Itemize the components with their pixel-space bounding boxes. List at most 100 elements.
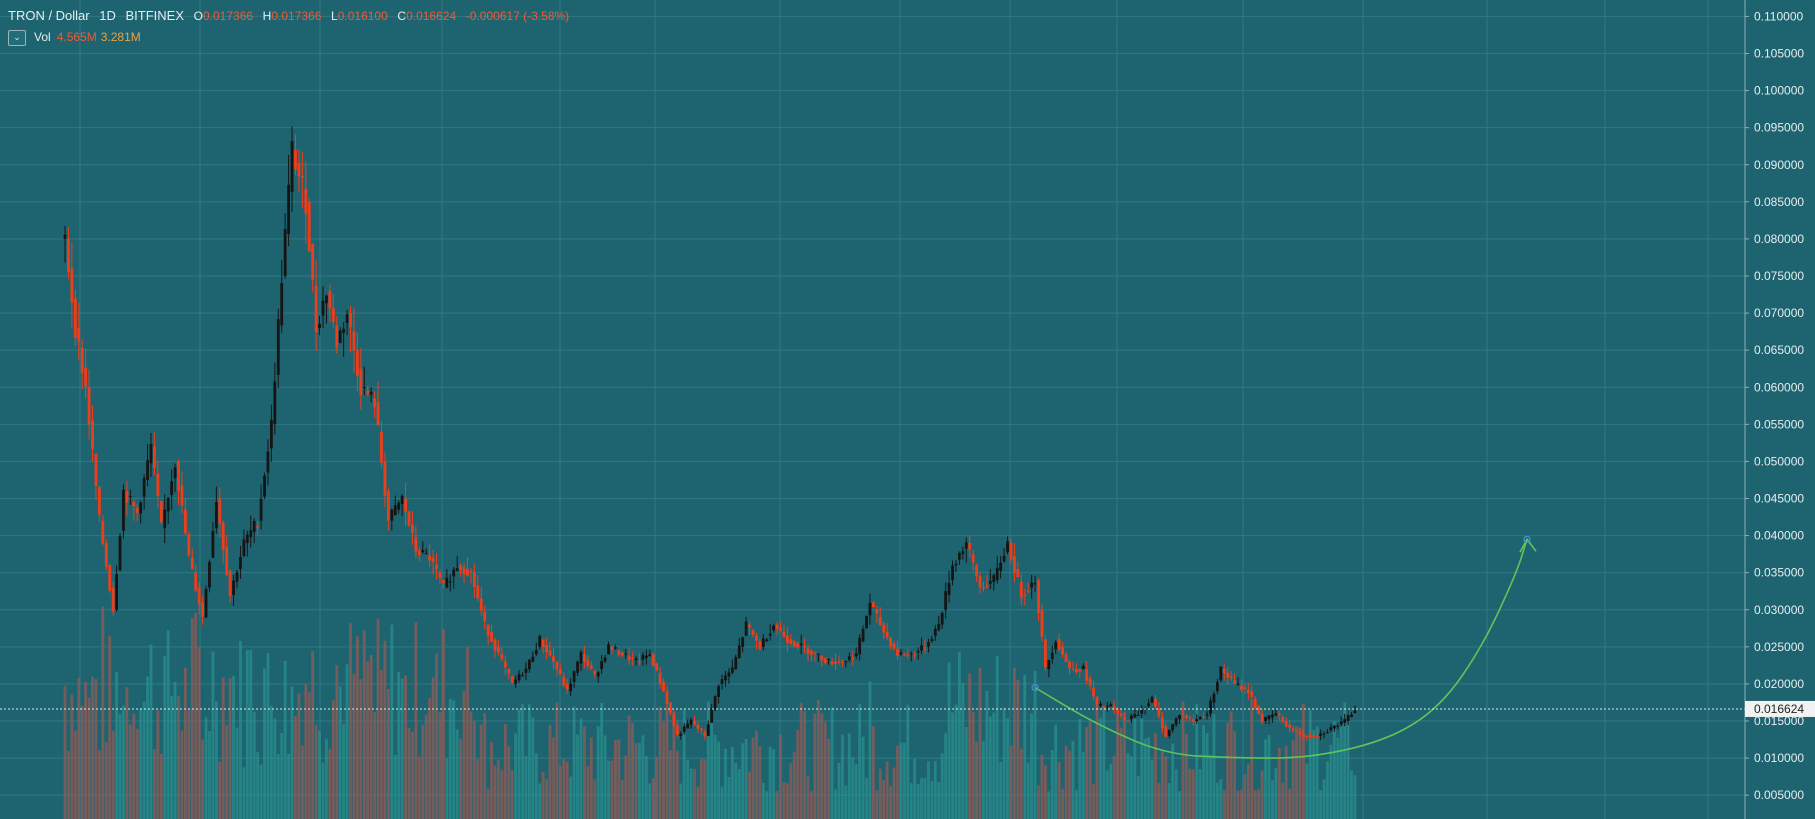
candle-body	[964, 542, 968, 549]
candle-body	[672, 713, 676, 726]
volume-bar	[328, 748, 332, 819]
candle-body	[562, 676, 566, 686]
volume-label: Vol	[34, 30, 51, 45]
volume-bar	[1198, 769, 1202, 819]
volume-bar	[617, 739, 621, 819]
price-tick-label: 0.040000	[1754, 529, 1804, 543]
volume-bar	[1167, 783, 1171, 819]
candle-body	[858, 637, 862, 655]
candle-body	[98, 487, 101, 515]
candle-body	[466, 568, 469, 576]
volume-bar	[758, 746, 762, 819]
candle-body	[201, 602, 204, 617]
volume-bar	[1157, 782, 1161, 819]
candle-body	[1054, 642, 1058, 650]
candle-body	[992, 575, 996, 582]
volume-bar	[376, 618, 380, 819]
candle-body	[899, 652, 903, 655]
price-tick-label: 0.085000	[1754, 195, 1804, 209]
volume-bar	[1085, 726, 1089, 819]
candle-body	[1260, 713, 1264, 723]
volume-bar	[1057, 761, 1061, 819]
candle-body	[118, 535, 122, 571]
volume-bar	[1074, 789, 1078, 819]
candle-body	[627, 656, 631, 661]
candle-body	[1016, 568, 1020, 578]
candle-body	[786, 635, 789, 643]
candle-body	[503, 661, 507, 668]
candle-body	[1002, 555, 1006, 562]
volume-bar	[978, 667, 982, 819]
volume-bar	[964, 726, 968, 819]
chevron-down-icon[interactable]: ⌄	[8, 30, 26, 46]
volume-bar	[159, 753, 163, 819]
candle-body	[1099, 703, 1102, 707]
candle-body	[411, 524, 414, 533]
volume-bar	[393, 754, 397, 819]
volume-bar	[1332, 721, 1336, 819]
candle-body	[325, 295, 328, 304]
volume-bar	[999, 762, 1003, 819]
candle-body	[552, 656, 555, 662]
candle-body	[1013, 555, 1016, 573]
volume-bar	[266, 653, 270, 819]
candle-body	[868, 602, 872, 616]
volume-bar	[765, 791, 769, 819]
price-axis[interactable]: 0.110000 0.105000 0.100000 0.095000 0.090000…	[1744, 0, 1815, 819]
candle-body	[115, 574, 118, 610]
candle-body	[342, 328, 346, 333]
volume-bar	[579, 718, 583, 819]
candle-body	[1154, 698, 1157, 707]
symbol-name[interactable]: TRON / Dollar	[8, 8, 90, 23]
candle-body	[221, 522, 225, 550]
volume-bar	[128, 724, 132, 819]
volume-bar	[558, 765, 562, 819]
candle-body	[187, 533, 191, 556]
volume-bar	[1013, 667, 1016, 819]
interval-label[interactable]: 1D	[99, 8, 116, 23]
candle-body	[1078, 669, 1082, 672]
volume-bar	[256, 751, 260, 819]
candle-body	[995, 567, 999, 581]
volume-bar	[307, 692, 311, 819]
price-tick-label: 0.025000	[1754, 640, 1804, 654]
volume-bar	[1026, 762, 1030, 819]
volume-bar	[920, 778, 923, 819]
volume-bar	[982, 741, 985, 819]
candle-body	[1092, 687, 1095, 697]
candle-body	[724, 675, 727, 681]
projection-curve[interactable]	[1031, 535, 1537, 759]
volume-bar	[548, 724, 552, 819]
candle-body	[1123, 717, 1126, 720]
candle-body	[1102, 706, 1106, 708]
candle-body	[534, 650, 538, 655]
candle-body	[703, 732, 707, 737]
candle-body	[1288, 724, 1292, 728]
candle-body	[1085, 669, 1089, 682]
candle-body	[1350, 714, 1353, 718]
volume-bar	[1126, 753, 1130, 819]
candle-body	[641, 654, 645, 660]
volume-bar	[290, 686, 294, 819]
volume-bar	[1037, 785, 1040, 819]
candle-body	[1236, 683, 1240, 685]
candle-body	[841, 661, 844, 663]
volume-bar	[153, 749, 156, 819]
candle-body	[583, 654, 586, 662]
candle-body	[734, 656, 738, 670]
candle-body	[669, 702, 672, 713]
symbol-legend: TRON / Dollar 1D BITFINEX O0.017366 H0.0…	[8, 8, 575, 23]
volume-bar	[359, 679, 363, 819]
candle-body	[1250, 691, 1254, 698]
candle-body	[1246, 689, 1250, 694]
low-label: L	[331, 9, 338, 23]
volume-bar	[400, 678, 404, 819]
candle-body	[497, 646, 500, 653]
volume-bar	[218, 761, 222, 819]
volume-bar	[1064, 745, 1068, 819]
candle-body	[1061, 646, 1064, 655]
candle-body	[579, 652, 583, 664]
volume-bar	[1181, 701, 1185, 819]
candle-body	[1019, 581, 1023, 599]
